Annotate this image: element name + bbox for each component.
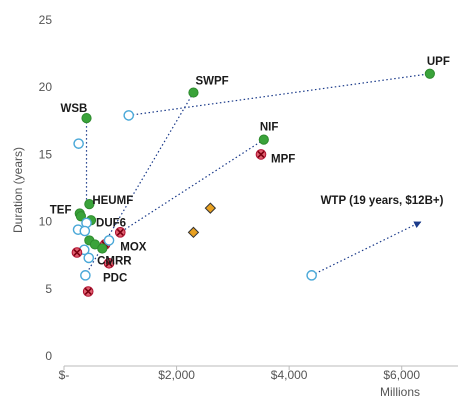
red-x-point [114, 227, 126, 238]
x-mark-icon [84, 287, 92, 296]
open-circle-point [79, 225, 91, 237]
green-dot-point [84, 199, 95, 210]
y-tick-label: 5 [45, 282, 52, 296]
connector-line [128, 73, 430, 117]
connector-line [311, 221, 422, 276]
axes: 0 5 10 15 20 25 $- $2,000 $4,000 $6,000 [39, 13, 458, 382]
orange-diamond-point [187, 226, 200, 239]
y-tick-label: 25 [39, 13, 53, 27]
connector-line [119, 139, 265, 233]
y-tick-label: 15 [39, 147, 53, 161]
open-circle-point [80, 270, 91, 281]
red-x-point [71, 247, 83, 258]
data-points [71, 68, 435, 297]
open-circle-point [123, 110, 135, 121]
open-circle-point [103, 235, 115, 246]
red-x-point [103, 257, 115, 269]
point-label: SWPF [195, 76, 228, 88]
point-label: CMRR [97, 255, 132, 267]
y-tick-label: 0 [45, 349, 52, 363]
green-dot-point [258, 134, 269, 145]
y-tick-label: 10 [39, 215, 53, 229]
green-dot-point [424, 68, 435, 79]
x-tick-label: $- [59, 368, 70, 382]
point-label: WSB [61, 103, 88, 115]
x-axis-title: Millions [380, 385, 420, 399]
point-label: MOX [120, 241, 147, 253]
open-circle-point [83, 252, 95, 264]
x-mark-icon [73, 248, 81, 257]
point-label: NIF [260, 122, 279, 134]
green-dot-point [75, 211, 86, 222]
point-label: TEF [50, 205, 72, 217]
point-label: UPF [427, 56, 450, 68]
x-tick-label: $2,000 [158, 368, 195, 382]
x-mark-icon [105, 259, 113, 267]
red-x-point [82, 286, 94, 297]
point-label: MPF [271, 153, 295, 165]
x-mark-icon [257, 150, 265, 158]
y-tick-label: 20 [39, 80, 53, 94]
x-tick-label: $4,000 [271, 368, 308, 382]
green-dot-point [81, 113, 92, 124]
x-mark-icon [116, 228, 124, 236]
open-circle-point [306, 270, 317, 281]
point-label: PDC [103, 272, 127, 284]
open-circle-point [73, 138, 84, 149]
green-dot-point [97, 243, 108, 254]
point-label: DUF6 [96, 217, 126, 229]
point-label: HEUMF [92, 195, 133, 207]
annotation-label: WTP (19 years, $12B+) [321, 195, 444, 207]
y-axis-title: Duration (years) [11, 147, 25, 233]
red-x-point [255, 149, 267, 160]
point-labels: UPF SWPF WSB NIF MPF TEF HEUMF DUF6 MOX CMRR PDC WT… [50, 56, 450, 285]
orange-diamond-point [204, 202, 217, 214]
x-tick-label: $6,000 [383, 368, 420, 382]
green-dot-point [188, 87, 199, 98]
